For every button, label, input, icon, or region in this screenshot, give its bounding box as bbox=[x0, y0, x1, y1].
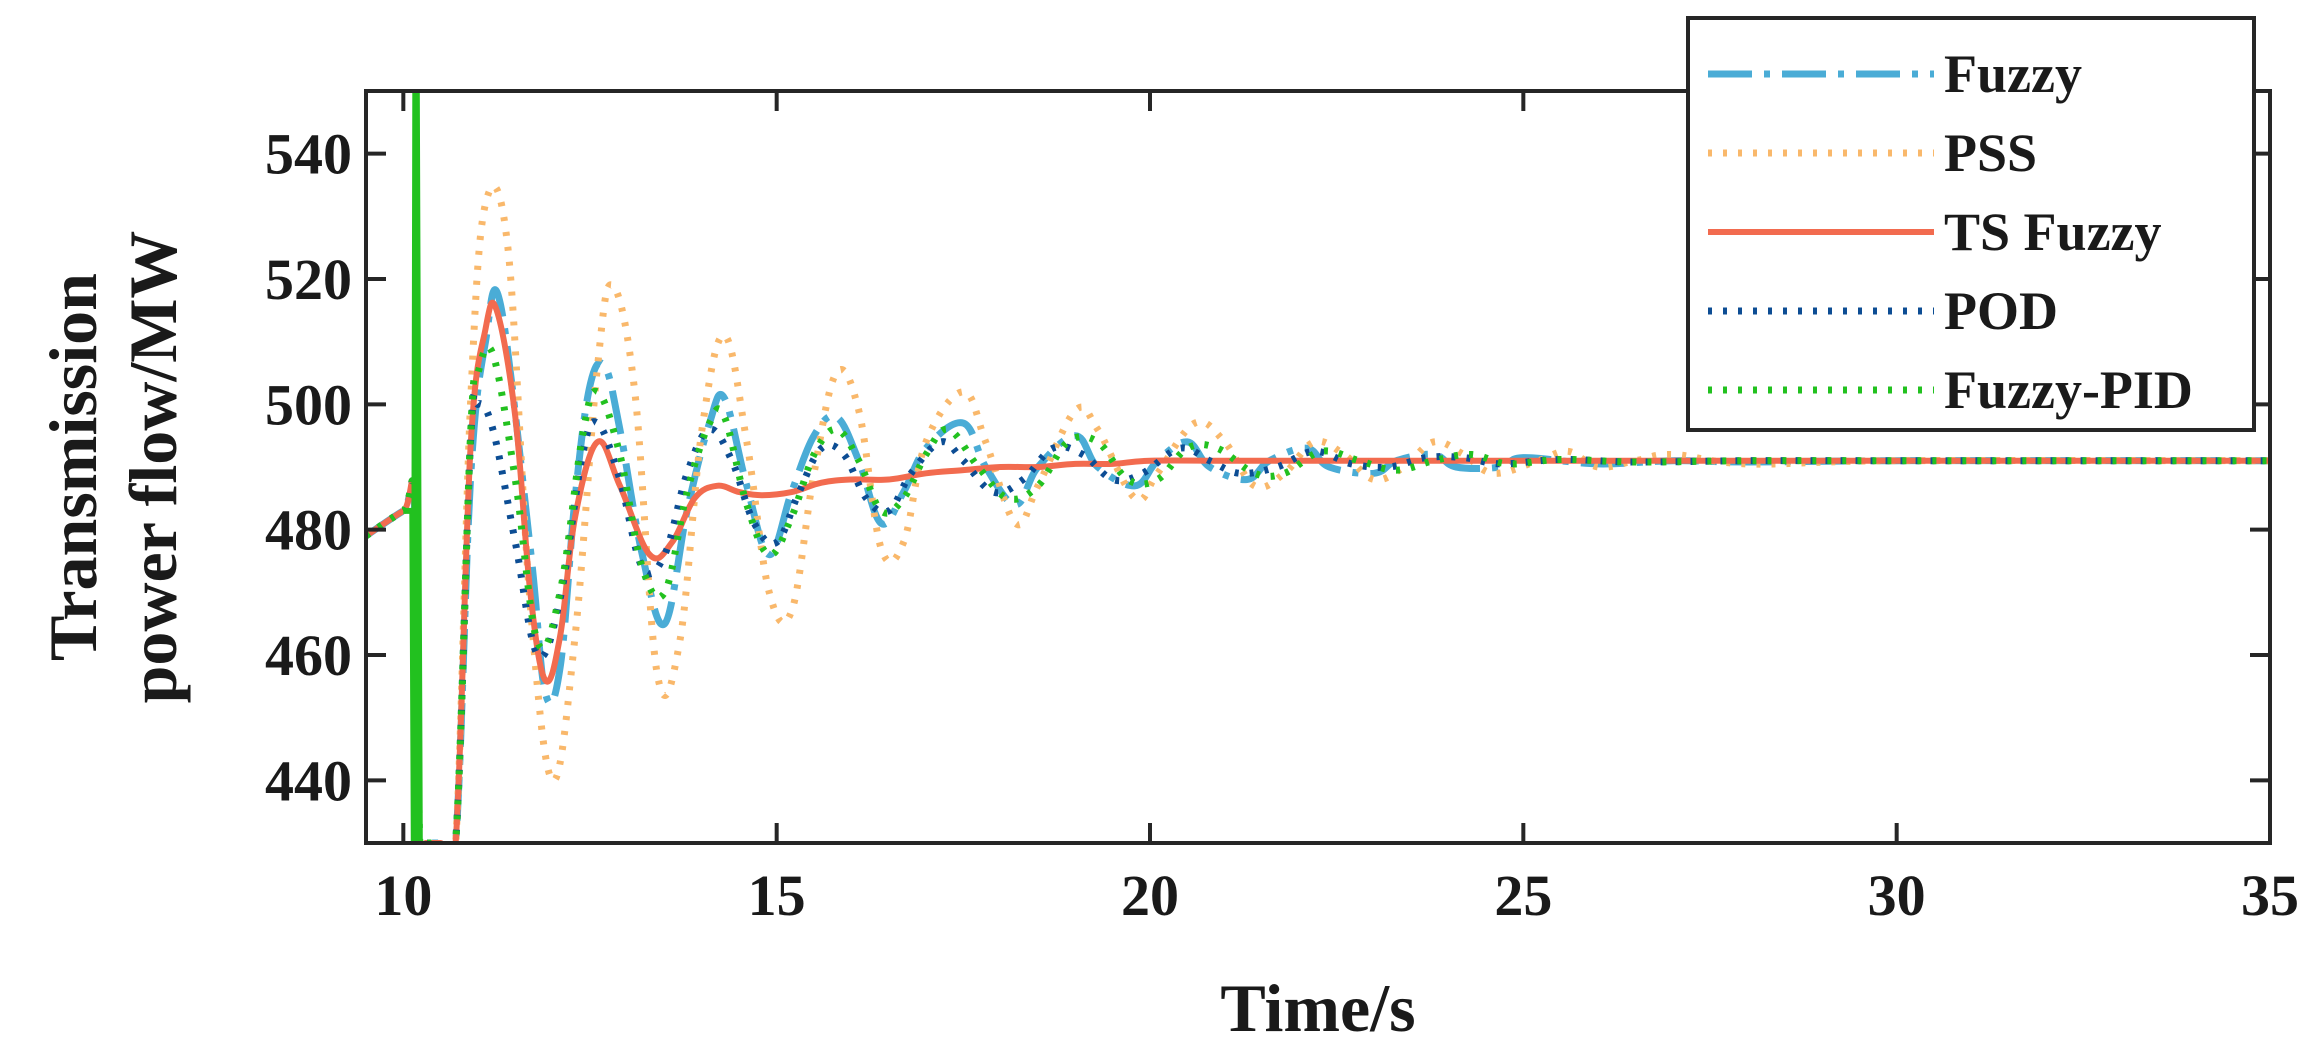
plot-area-frame bbox=[364, 89, 2272, 845]
legend-entry-pss: PSS bbox=[1708, 123, 2037, 183]
x-tick-label: 25 bbox=[1494, 863, 1552, 928]
x-tick-label: 30 bbox=[1868, 863, 1926, 928]
legend-label-fuzzy: Fuzzy bbox=[1944, 44, 2082, 104]
legend-box bbox=[1686, 16, 2256, 432]
y-tick-label: 520 bbox=[265, 247, 352, 312]
legend-label-pod: POD bbox=[1944, 281, 2058, 341]
x-tick-label: 10 bbox=[374, 863, 432, 928]
y-axis-title-line1: Transmission bbox=[35, 273, 111, 661]
legend-label-ts-fuzzy: TS Fuzzy bbox=[1944, 202, 2162, 262]
x-axis-title: Time/s bbox=[1220, 970, 1415, 1046]
legend-items: Fuzzy PSS TS Fuzzy POD Fuzzy-PID bbox=[1708, 44, 2193, 420]
y-axis-title-line2: power flow/MW bbox=[115, 231, 191, 704]
legend-label-fuzzy-pid: Fuzzy-PID bbox=[1944, 360, 2193, 420]
series-layer bbox=[366, 91, 2270, 843]
legend: Fuzzy PSS TS Fuzzy POD Fuzzy-PID bbox=[1686, 16, 2256, 432]
x-tick-label: 35 bbox=[2241, 863, 2299, 928]
tick-layer: 10 15 20 25 30 35 440 460 480 500 520 540 bbox=[265, 91, 2299, 928]
legend-entry-fuzzy-pid: Fuzzy-PID bbox=[1708, 360, 2193, 420]
x-tick-label: 15 bbox=[748, 863, 806, 928]
x-tick-label: 20 bbox=[1121, 863, 1179, 928]
y-tick-label: 500 bbox=[265, 372, 352, 437]
y-tick-label: 460 bbox=[265, 623, 352, 688]
series-spike-fuzzy-pid bbox=[403, 91, 423, 843]
y-tick-label: 480 bbox=[265, 498, 352, 563]
y-tick-label: 440 bbox=[265, 748, 352, 813]
legend-entry-pod: POD bbox=[1708, 281, 2058, 341]
y-tick-label: 540 bbox=[265, 122, 352, 187]
legend-label-pss: PSS bbox=[1944, 123, 2037, 183]
series-line-pod bbox=[366, 390, 2270, 843]
legend-entry-fuzzy: Fuzzy bbox=[1708, 44, 2082, 104]
series-line-ts-fuzzy bbox=[366, 299, 2270, 843]
legend-entry-ts-fuzzy: TS Fuzzy bbox=[1708, 202, 2162, 262]
series-line-pss bbox=[366, 182, 2270, 843]
